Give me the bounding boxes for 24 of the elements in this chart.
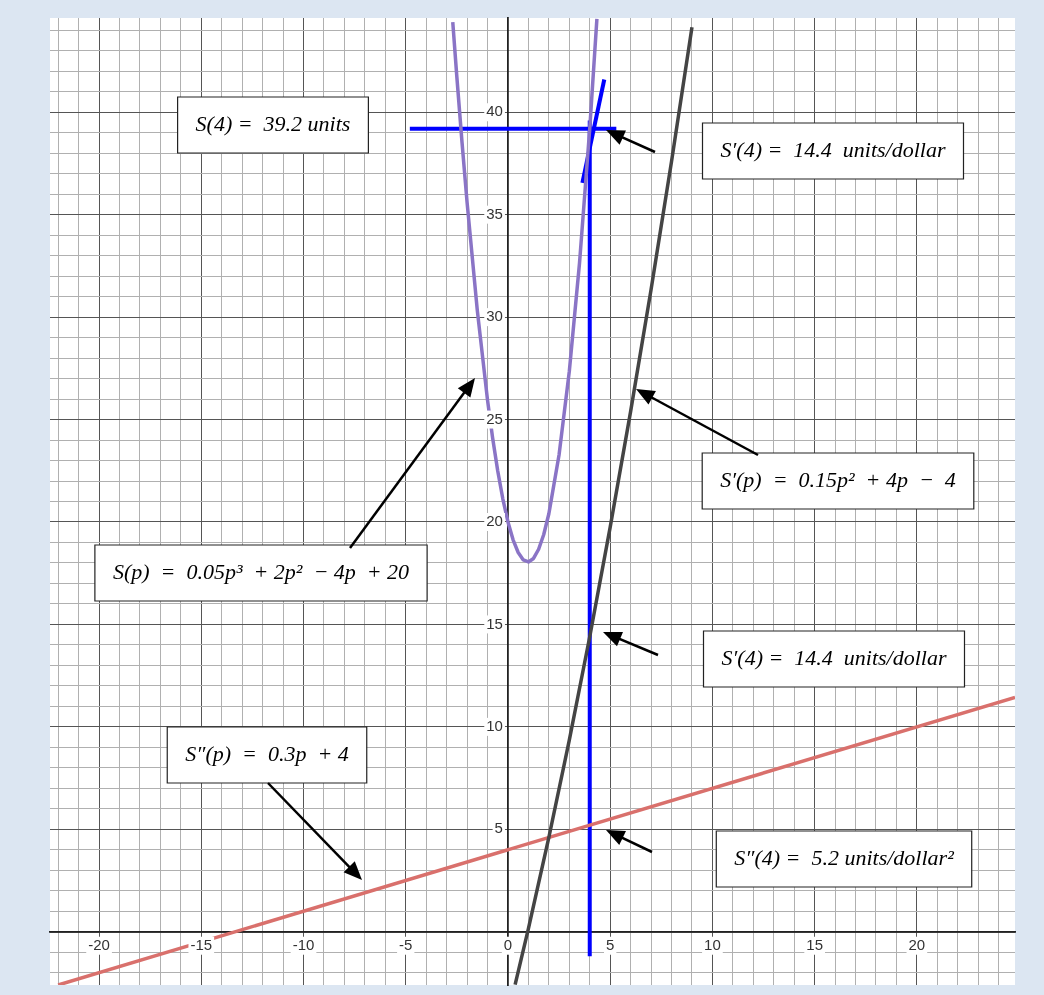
y-tick-label: 10 — [486, 717, 503, 734]
x-tick-label: 5 — [606, 935, 615, 953]
y-tick-label: 35 — [486, 204, 503, 222]
annotation: S″(p) = 0.3p + 4 — [185, 740, 349, 766]
x-tick-label: 15 — [806, 935, 823, 953]
y-tick-label: 40 — [486, 102, 503, 120]
annotation: S″(4) = 5.2 units/dollar² — [734, 844, 955, 870]
x-tick-label: 0 — [503, 935, 513, 953]
annotation: S(4) = 39.2 units — [195, 110, 351, 136]
y-tick-label: 5 — [494, 819, 503, 837]
annotation: S′(4) = 14.4 units/dollar — [720, 136, 946, 162]
y-tick-label: 20 — [486, 512, 503, 530]
annotation: S(p) = 0.05p³ + 2p² − 4p + 20 — [112, 558, 410, 584]
x-tick-label: -20 — [88, 935, 110, 953]
x-tick-label: -10 — [292, 935, 315, 953]
x-tick-label: -15 — [190, 935, 213, 953]
annotation: S′(4) = 14.4 units/dollar — [721, 644, 947, 670]
y-tick-label: 15 — [486, 614, 503, 632]
x-tick-label: 20 — [908, 935, 926, 953]
annotation: S′(p) = 0.15p² + 4p − 4 — [720, 466, 956, 492]
y-tick-label: 25 — [486, 409, 503, 427]
x-tick-label: -5 — [399, 935, 413, 953]
y-tick-label: 30 — [486, 307, 503, 325]
x-tick-label: 10 — [704, 935, 721, 953]
